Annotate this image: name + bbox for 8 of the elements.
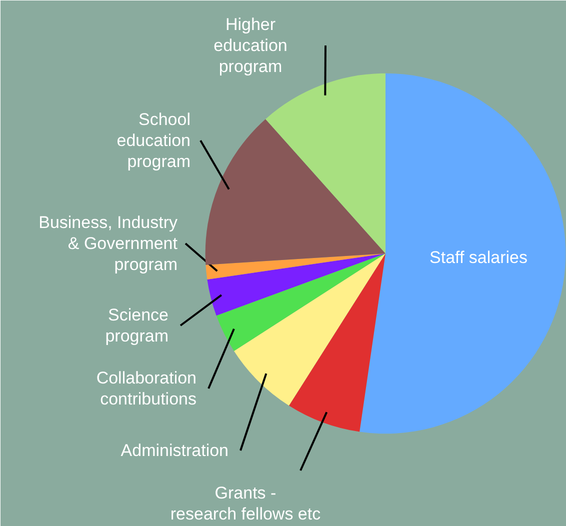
slice-label: Business, Industry & Government program [38,213,178,274]
slice-label: Grants - research fellows etc [170,484,322,524]
slice-label: School education program [116,110,191,171]
slice-label: Science program [105,306,169,346]
slice-label: Administration [120,441,229,460]
slice-label: Staff salaries [430,248,528,267]
slice-label: Higher education program [214,15,288,76]
slice-label: Collaboration contributions [96,368,197,408]
